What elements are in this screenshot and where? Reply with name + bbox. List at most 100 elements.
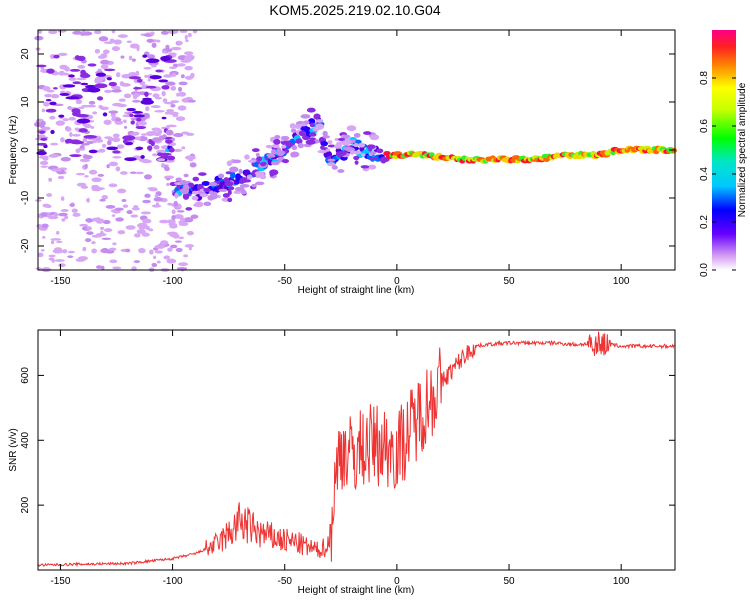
- ridge-blob: [341, 141, 351, 146]
- ridge-blob: [327, 144, 336, 148]
- noise-blob: [161, 116, 167, 120]
- noise-blob: [62, 84, 76, 88]
- noise-blob: [50, 93, 60, 99]
- ridge-blob: [157, 152, 163, 157]
- noise-blob: [96, 265, 103, 269]
- ridge-blob: [289, 123, 297, 129]
- colorbar-label: Normalized spectral amplitude: [737, 82, 748, 217]
- noise-blob: [117, 230, 126, 235]
- ridge-blob: [305, 139, 316, 145]
- noise-blob: [65, 126, 72, 132]
- noise-blob: [154, 250, 163, 254]
- noise-blob: [81, 104, 91, 108]
- noise-blob: [83, 123, 92, 129]
- noise-blob: [140, 211, 151, 215]
- noise-blob: [160, 152, 172, 156]
- noise-blob: [136, 117, 142, 122]
- noise-blob: [145, 106, 150, 112]
- noise-blob: [166, 175, 171, 179]
- noise-blob: [60, 209, 69, 212]
- snr-frame: [37, 329, 676, 571]
- noise-blob: [36, 134, 46, 138]
- ridge-blob: [168, 147, 175, 153]
- noise-blob: [112, 266, 122, 270]
- noise-blob: [184, 65, 193, 71]
- noise-blob: [86, 231, 94, 235]
- noise-blob: [184, 51, 194, 56]
- noise-blob: [170, 46, 182, 51]
- spectrogram-x-label: Height of straight line (km): [298, 285, 415, 296]
- noise-blob: [76, 118, 91, 124]
- ridge-blob: [179, 180, 188, 185]
- noise-blob: [141, 232, 150, 237]
- noise-blob: [187, 32, 192, 38]
- ridge-blob: [191, 195, 199, 201]
- snr-x-axis: -150 -100 -50 0 50 100: [50, 330, 630, 587]
- noise-blob: [126, 40, 133, 43]
- noise-blob: [133, 87, 143, 90]
- ridge-blob: [270, 161, 280, 166]
- ridge-blob: [247, 159, 257, 163]
- noise-blob: [56, 230, 60, 235]
- noise-blob: [77, 65, 86, 69]
- snr-x-label: Height of straight line (km): [298, 585, 415, 596]
- ridge-blob: [363, 131, 372, 135]
- noise-blob: [102, 112, 108, 117]
- noise-blob: [151, 127, 161, 131]
- noise-blob: [55, 120, 66, 126]
- noise-blob: [160, 55, 171, 62]
- noise-blob: [140, 99, 154, 105]
- noise-blob: [166, 108, 175, 113]
- noise-blob: [117, 188, 127, 194]
- noise-blob: [187, 99, 196, 103]
- ridge-blob: [260, 162, 267, 167]
- noise-blob: [169, 233, 179, 238]
- noise-blob: [115, 72, 121, 78]
- noise-blob: [82, 246, 87, 252]
- noise-blob: [100, 59, 110, 65]
- noise-blob: [84, 163, 88, 169]
- ridge-blob: [259, 175, 267, 180]
- noise-blob: [153, 255, 157, 260]
- noise-blob: [183, 254, 189, 258]
- noise-blob: [41, 108, 46, 113]
- noise-blob: [72, 30, 83, 35]
- noise-blob: [39, 160, 49, 166]
- noise-blob: [94, 76, 105, 82]
- noise-blob: [78, 256, 88, 261]
- ridge-blob: [187, 182, 195, 188]
- noise-blob: [132, 58, 136, 62]
- ridge-blob: [376, 148, 384, 154]
- x-tick-label: -50: [277, 276, 292, 287]
- ridge-blob: [353, 155, 360, 161]
- noise-blob: [79, 223, 89, 227]
- ridge-blob: [322, 135, 330, 139]
- noise-blob: [129, 113, 134, 118]
- ridge-blob: [353, 142, 359, 148]
- noise-blob: [168, 111, 179, 115]
- ridge-blob: [291, 145, 298, 151]
- noise-blob: [112, 150, 121, 154]
- noise-blob: [106, 146, 119, 151]
- noise-blob: [144, 193, 151, 198]
- noise-blob: [67, 255, 74, 258]
- ridge-blob: [327, 162, 336, 167]
- noise-blob: [143, 33, 153, 37]
- ridge-blob: [281, 135, 290, 141]
- noise-blob: [174, 240, 182, 243]
- noise-blob: [123, 93, 132, 99]
- noise-blob: [177, 86, 183, 92]
- noise-blob: [53, 247, 63, 252]
- ridge-blob: [367, 164, 377, 170]
- noise-blob: [82, 154, 93, 160]
- ridge-blob: [199, 193, 209, 198]
- noise-blob: [142, 218, 152, 224]
- noise-blob: [132, 131, 140, 136]
- noise-blob: [140, 133, 148, 136]
- noise-blob: [61, 218, 66, 222]
- noise-blob: [125, 225, 136, 230]
- noise-blob: [91, 248, 98, 254]
- noise-blob: [95, 232, 107, 237]
- ridge-blob: [225, 171, 232, 175]
- ridge-blob: [275, 150, 286, 155]
